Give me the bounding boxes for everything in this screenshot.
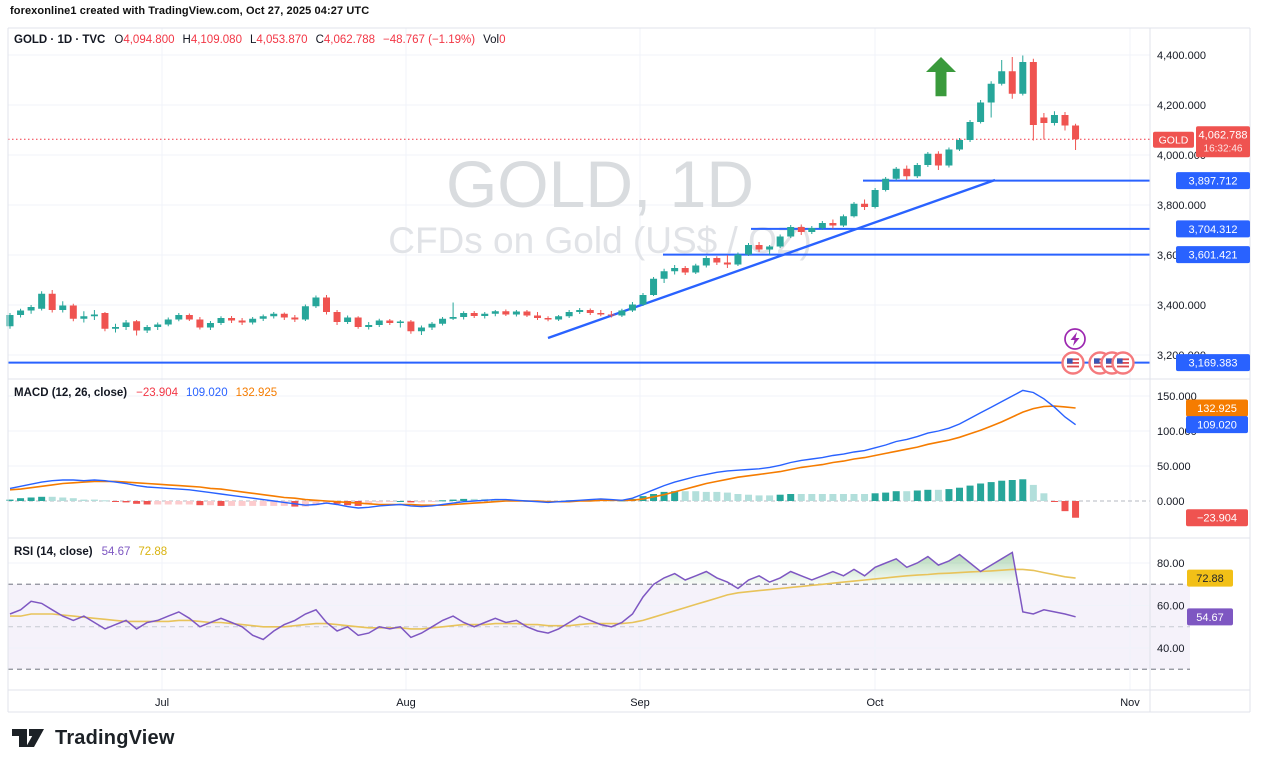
attribution-text: forexonline1 created with TradingView.co… [10,5,370,17]
axis-badge [1176,246,1250,264]
svg-text:3,169.383: 3,169.383 [1189,358,1238,370]
svg-text:4,000.000: 4,000.000 [1157,150,1206,162]
macd-title[interactable]: MACD (12, 26, close) [14,387,128,399]
svg-text:60.00: 60.00 [1157,601,1185,613]
arrow-marker[interactable] [926,57,956,97]
axis-badge [1186,399,1248,417]
axis-badge [1187,569,1233,587]
ohlc-letter: H [182,34,191,46]
rsi-value: 54.67 [101,546,131,558]
svg-text:72.88: 72.88 [1196,573,1224,585]
ohlc-letter: O [114,34,124,46]
rsi-pane [9,551,1076,641]
macd-value: −23.904 [136,387,179,399]
svg-text:132.925: 132.925 [1197,403,1237,415]
svg-text:80.00: 80.00 [1157,558,1185,570]
ohlc-value: 4,094.800 [123,34,175,46]
tradingview-logo[interactable]: TradingView [10,724,175,752]
volume-value: 0 [499,34,506,46]
svg-text:4,400.000: 4,400.000 [1157,50,1206,62]
macd-legend[interactable]: MACD (12, 26, close) −23.904 109.020 132.92… [14,387,285,399]
price-axis[interactable]: 4,400.0004,200.0004,000.0003,800.0003,60… [1157,50,1206,655]
tradingview-logo-text: TradingView [55,726,175,749]
change-value: −48.767 (−1.19%) [383,34,476,46]
svg-text:0.000: 0.000 [1157,496,1185,508]
axis-badge [1186,509,1248,527]
axis-badges: 3,897.712 3,704.312 3,601.421 3,169.383 132.… [1176,172,1250,626]
arrow-up-drawing[interactable] [926,57,956,97]
us-flag-event-icon[interactable] [1061,351,1085,375]
time-axis-label: Sep [630,697,650,709]
macd-line [9,389,1077,509]
macd-signal-line [9,405,1076,507]
axis-badge [1176,354,1250,372]
time-axis-label: Jul [155,697,169,709]
rsi-line [9,551,1076,641]
macd-value: 109.020 [186,387,228,399]
last-price-badge: GOLD 4,062.788 16:32:46 [1153,126,1250,158]
rsi-ma-line [10,568,1076,630]
volume-label: Vol [483,34,500,46]
time-axis[interactable]: Jul Aug Sep Oct Nov [155,697,1140,709]
symbol-title[interactable]: GOLD · 1D · TVC [14,34,106,46]
rsi-neutral-band [8,584,1190,670]
rsi-overbought-fill [743,552,1018,585]
ohlc-value: 4,062.788 [323,34,376,46]
svg-text:50.000: 50.000 [1157,461,1191,473]
ohlc-value: 4,053.870 [256,34,308,46]
event-markers[interactable] [1061,328,1135,375]
ohlc-letter: L [249,34,257,46]
macd-value: 132.925 [235,387,278,399]
candlestick-series [6,55,1080,336]
time-axis-label: Aug [396,697,416,709]
chart-frame [7,27,1251,713]
rsi-title[interactable]: RSI (14, close) [14,546,93,558]
svg-text:3,800.000: 3,800.000 [1157,200,1206,212]
price-drawings[interactable] [8,178,1150,364]
ohlc-pair: O4,094.800 [114,34,174,46]
svg-text:GOLD, 1D: GOLD, 1D [446,147,754,221]
time-axis-label: Nov [1120,697,1140,709]
rsi-value: 72.88 [138,546,168,558]
ohlc-pair: C4,062.788 [316,34,375,46]
rsi-legend[interactable]: RSI (14, close) 54.67 72.88 [14,546,175,558]
svg-text:3,400.000: 3,400.000 [1157,300,1206,312]
symbol-legend[interactable]: GOLD · 1D · TVC O4,094.800 H4,109.080 L4,05… [14,34,514,46]
svg-text:40.00: 40.00 [1157,643,1185,655]
time-axis-label: Oct [866,697,883,709]
svg-text:109.020: 109.020 [1197,420,1237,432]
axis-badge [1187,608,1233,626]
tradingview-logo-icon [12,729,44,747]
svg-text:54.67: 54.67 [1196,612,1224,624]
svg-text:16:32:46: 16:32:46 [1204,143,1243,154]
svg-text:GOLD: GOLD [1159,134,1189,146]
ohlc-letter: C [315,34,324,46]
svg-text:3,897.712: 3,897.712 [1189,176,1238,188]
svg-text:4,200.000: 4,200.000 [1157,100,1206,112]
axis-badge [1176,172,1250,190]
ohlc-pair: H4,109.080 [183,34,242,46]
axis-badge [1176,220,1250,238]
axis-badge [1186,416,1248,434]
svg-text:−23.904: −23.904 [1197,513,1237,525]
us-flag-event-icon[interactable] [1111,351,1135,375]
svg-text:3,704.312: 3,704.312 [1189,224,1238,236]
macd-pane [6,389,1080,518]
ohlc-value: 4,109.080 [190,34,242,46]
ohlc-pair: L4,053.870 [250,34,308,46]
svg-text:3,601.421: 3,601.421 [1189,250,1238,262]
volume-pair: Vol0 [483,34,505,46]
svg-text:4,062.788: 4,062.788 [1199,129,1248,141]
